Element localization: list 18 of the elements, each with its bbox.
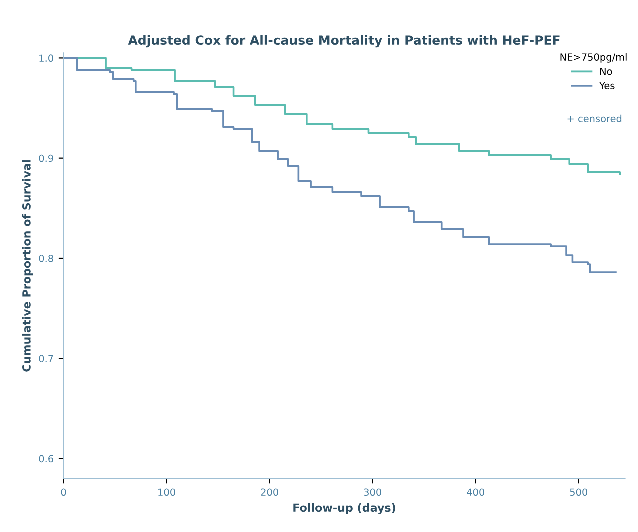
x-tick-label: 300 bbox=[364, 488, 382, 496]
x-tick-label: 0 bbox=[61, 488, 66, 496]
legend-title: NE>750pg/ml bbox=[560, 53, 627, 63]
legend-label: Yes bbox=[600, 82, 615, 90]
x-tick-label: 200 bbox=[261, 488, 278, 496]
y-tick-label: 0.8 bbox=[39, 254, 54, 262]
x-tick-label: 100 bbox=[158, 488, 176, 496]
y-tick-label: 1.0 bbox=[40, 54, 54, 62]
y-tick-label: 0.6 bbox=[39, 455, 54, 463]
y-tick-label: 0.9 bbox=[39, 154, 54, 162]
x-tick-label: 400 bbox=[467, 488, 484, 496]
y-axis-title: Cumulative Proportion of Survival bbox=[22, 160, 34, 372]
x-tick-label: 500 bbox=[570, 488, 588, 496]
x-axis-title: Follow-up (days) bbox=[294, 503, 396, 514]
y-tick-label: 0.7 bbox=[39, 355, 54, 362]
chart-title: Adjusted Cox for All-cause Mortality in Patients with HeF-PEF bbox=[128, 35, 560, 48]
legend-label: No bbox=[600, 68, 612, 76]
annotation: + censored bbox=[568, 114, 622, 122]
